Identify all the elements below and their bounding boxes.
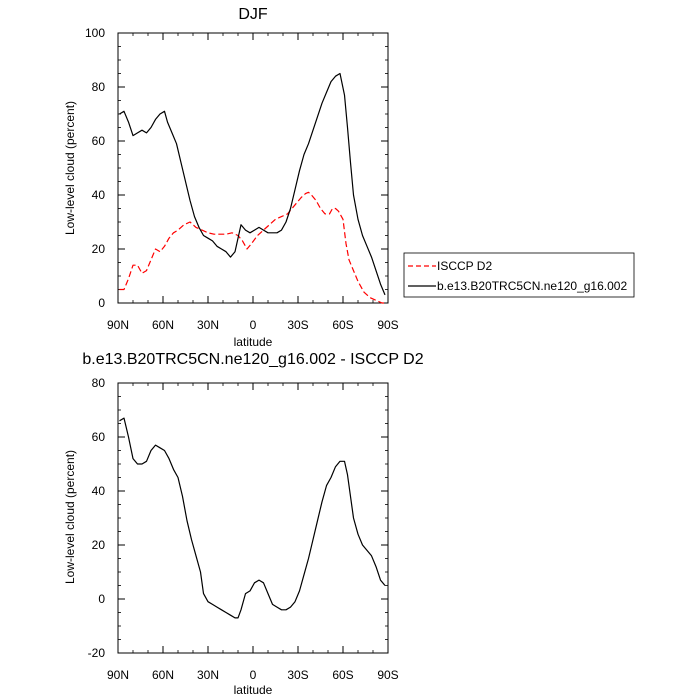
top-panel-x-axis-label: latitude xyxy=(234,335,273,349)
bottom-y-tick-label: 60 xyxy=(92,430,106,444)
legend: ISCCP D2 b.e13.B20TRC5CN.ne120_g16.002 xyxy=(403,252,635,298)
bottom-x-tick-label: 0 xyxy=(250,668,257,682)
top-x-tick-label: 90S xyxy=(377,318,398,332)
top-y-tick-label: 100 xyxy=(85,26,105,40)
bottom-x-tick-label: 90S xyxy=(377,668,398,682)
top-y-tick-label: 80 xyxy=(92,80,106,94)
bottom-x-tick-label: 90N xyxy=(107,668,129,682)
top-x-tick-label: 30N xyxy=(197,318,219,332)
bottom-plot-frame xyxy=(117,382,389,654)
top-y-tick-label: 40 xyxy=(92,188,106,202)
bottom-series-line-difference xyxy=(119,417,386,619)
bottom-panel-title: b.e13.B20TRC5CN.ne120_g16.002 - ISCCP D2 xyxy=(82,351,423,368)
bottom-panel-x-axis-label: latitude xyxy=(234,683,273,697)
bottom-x-tick-label: 30S xyxy=(287,668,308,682)
top-y-tick-label: 0 xyxy=(98,296,105,310)
top-panel-title: DJF xyxy=(238,6,268,23)
bottom-panel: b.e13.B20TRC5CN.ne120_g16.002 - ISCCP D2… xyxy=(63,351,424,697)
bottom-y-tick-label: 0 xyxy=(98,592,105,606)
top-panel: DJF 90N 60N 30N 0 30S 60S 90S 0 20 40 60 80 100 lati… xyxy=(63,6,399,349)
top-y-tick-label: 60 xyxy=(92,134,106,148)
top-x-tick-label: 30S xyxy=(287,318,308,332)
bottom-y-tick-label: -20 xyxy=(88,646,106,660)
top-y-tick-label: 20 xyxy=(92,242,106,256)
top-series-line-model xyxy=(119,72,386,296)
bottom-plot-area: 90N 60N 30N 0 30S 60S 90S -20 0 20 40 60 80 xyxy=(88,376,399,682)
top-panel-y-axis-label: Low-level cloud (percent) xyxy=(63,101,77,235)
bottom-y-tick-label: 40 xyxy=(92,484,106,498)
top-x-tick-label: 60S xyxy=(332,318,353,332)
legend-label-model: b.e13.B20TRC5CN.ne120_g16.002 xyxy=(437,279,627,293)
top-series-line-isccp-d2 xyxy=(119,191,387,304)
top-x-tick-label: 90N xyxy=(107,318,129,332)
bottom-x-tick-label: 60S xyxy=(332,668,353,682)
top-plot-area: 90N 60N 30N 0 30S 60S 90S 0 20 40 60 80 100 xyxy=(85,26,399,332)
legend-label-isccp: ISCCP D2 xyxy=(437,259,492,273)
bottom-panel-y-axis-label: Low-level cloud (percent) xyxy=(63,450,77,584)
top-x-tick-label: 0 xyxy=(250,318,257,332)
top-plot-frame xyxy=(117,32,389,304)
legend-box xyxy=(403,252,635,298)
bottom-x-tick-label: 30N xyxy=(197,668,219,682)
bottom-y-tick-label: 80 xyxy=(92,376,106,390)
top-x-tick-label: 60N xyxy=(152,318,174,332)
bottom-x-tick-label: 60N xyxy=(152,668,174,682)
bottom-y-tick-label: 20 xyxy=(92,538,106,552)
